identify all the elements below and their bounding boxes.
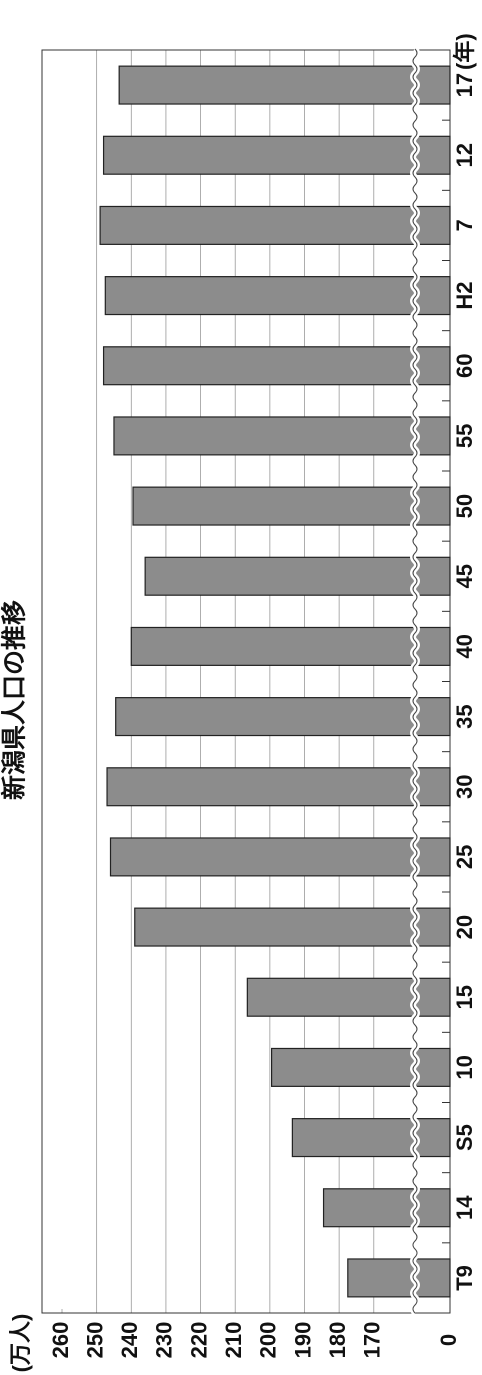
bar <box>115 697 451 737</box>
y-tick-label: 230 <box>152 1322 177 1359</box>
x-tick-label: 7 <box>452 219 477 231</box>
bar <box>106 767 451 807</box>
y-tick-label: 220 <box>186 1322 211 1359</box>
bar <box>132 486 451 526</box>
rotated-chart: 新潟県人口の推移 (万人) (年) 0 170 180 190 200 210 220 230… <box>0 33 477 1372</box>
x-tick-label: T9 <box>452 1265 477 1291</box>
y-tick-label: 240 <box>117 1322 142 1359</box>
axis-break <box>412 48 418 1314</box>
bar <box>291 1118 451 1158</box>
y-axis-label: (万人) <box>8 1314 33 1373</box>
y-tick-label: 210 <box>221 1322 246 1359</box>
x-tick-label: 50 <box>452 494 477 518</box>
bar <box>347 1258 451 1298</box>
bar <box>134 907 451 947</box>
y-tick-label: 260 <box>48 1322 73 1359</box>
x-tick-label: 55 <box>452 424 477 448</box>
x-tick-label: 40 <box>452 634 477 658</box>
bar <box>144 556 451 596</box>
bar <box>109 837 451 877</box>
x-tick-label: 17 <box>452 73 477 97</box>
y-tick-label: 180 <box>325 1322 350 1359</box>
bar <box>130 626 451 666</box>
bar <box>102 346 451 386</box>
bar <box>246 977 451 1017</box>
x-tick-label: 35 <box>452 704 477 728</box>
chart-title: 新潟県人口の推移 <box>0 600 29 800</box>
bar <box>104 276 451 316</box>
x-tick-label: S5 <box>452 1124 477 1151</box>
x-tick-label: 15 <box>452 985 477 1009</box>
x-tick-label: 45 <box>452 564 477 588</box>
y-tick-label: 170 <box>360 1322 385 1359</box>
bar <box>270 1047 451 1087</box>
bar <box>322 1188 451 1228</box>
x-tick-label: 14 <box>452 1195 477 1220</box>
x-tick-label: 10 <box>452 1055 477 1079</box>
y-tick-label: 250 <box>82 1322 107 1359</box>
x-tick-label: H2 <box>452 282 477 310</box>
bar <box>102 135 451 175</box>
x-tick-label: 30 <box>452 775 477 799</box>
bar <box>99 205 451 245</box>
x-tick-label: 25 <box>452 845 477 869</box>
x-tick-label: 60 <box>452 354 477 378</box>
y-tick-label: 200 <box>256 1322 281 1359</box>
y-tick-label: 190 <box>290 1322 315 1359</box>
y-tick-label: 0 <box>436 1334 461 1346</box>
x-axis-label: (年) <box>452 33 477 70</box>
bar <box>113 416 451 456</box>
x-tick-label: 20 <box>452 915 477 939</box>
bar <box>118 65 451 105</box>
x-tick-label: 12 <box>452 143 477 167</box>
